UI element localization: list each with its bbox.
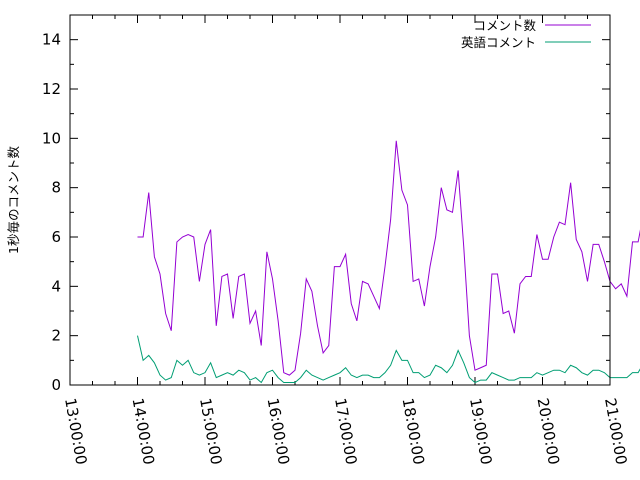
x-tick-label: 14:00:00 <box>129 397 158 466</box>
y-tick-label: 10 <box>42 129 61 147</box>
y-tick-label: 8 <box>51 179 61 197</box>
y-tick-label: 14 <box>42 31 61 49</box>
ticks: 0 2 4 6 8 10 12 14 13:00:00 14:00:00 15:00:00 16:00… <box>42 14 630 466</box>
series-lines <box>137 140 640 384</box>
x-tick-label: 18:00:00 <box>399 397 428 466</box>
x-tick-label: 20:00:00 <box>534 397 563 466</box>
series-line-2 <box>137 335 640 384</box>
legend-label: コメント数 <box>473 18 536 33</box>
legend-label: 英語コメント <box>461 35 536 50</box>
x-tick-label: 15:00:00 <box>196 397 225 466</box>
x-tick-label: 21:00:00 <box>601 397 630 466</box>
plot-frame <box>69 14 611 386</box>
y-tick-label: 2 <box>51 327 61 345</box>
x-tick-label: 17:00:00 <box>331 397 360 466</box>
series-line-1 <box>137 140 640 376</box>
y-tick-label: 6 <box>51 228 61 246</box>
y-axis-label: 1秒毎のコメント数 <box>6 146 21 254</box>
y-tick-label: 12 <box>42 80 61 98</box>
x-tick-label: 13:00:00 <box>61 397 90 466</box>
x-tick-label: 16:00:00 <box>264 397 293 466</box>
y-tick-label: 0 <box>51 376 61 394</box>
y-tick-label: 4 <box>51 277 61 295</box>
x-tick-label: 19:00:00 <box>466 397 495 466</box>
